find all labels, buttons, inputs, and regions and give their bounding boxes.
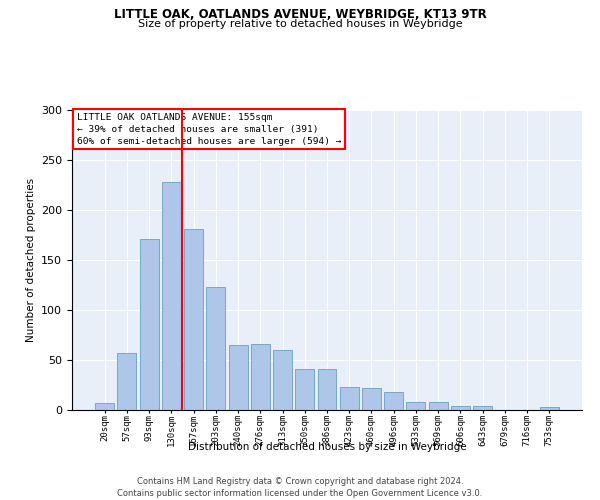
Bar	[362, 388, 381, 410]
Bar	[406, 402, 425, 410]
Bar	[206, 287, 225, 410]
Text: Size of property relative to detached houses in Weybridge: Size of property relative to detached ho…	[137, 19, 463, 29]
Bar	[340, 387, 359, 410]
Bar	[118, 353, 136, 410]
Bar	[95, 403, 114, 410]
Bar	[229, 345, 248, 410]
Bar	[140, 239, 158, 410]
Bar	[384, 392, 403, 410]
Bar	[273, 350, 292, 410]
Text: LITTLE OAK OATLANDS AVENUE: 155sqm
← 39% of detached houses are smaller (391)
60: LITTLE OAK OATLANDS AVENUE: 155sqm ← 39%…	[77, 113, 341, 146]
Text: Distribution of detached houses by size in Weybridge: Distribution of detached houses by size …	[188, 442, 466, 452]
Bar	[184, 229, 203, 410]
Text: Contains HM Land Registry data © Crown copyright and database right 2024.: Contains HM Land Registry data © Crown c…	[137, 478, 463, 486]
Bar	[540, 407, 559, 410]
Bar	[251, 344, 270, 410]
Bar	[451, 406, 470, 410]
Bar	[162, 182, 181, 410]
Bar	[295, 369, 314, 410]
Y-axis label: Number of detached properties: Number of detached properties	[26, 178, 35, 342]
Bar	[317, 369, 337, 410]
Bar	[473, 406, 492, 410]
Bar	[429, 402, 448, 410]
Text: LITTLE OAK, OATLANDS AVENUE, WEYBRIDGE, KT13 9TR: LITTLE OAK, OATLANDS AVENUE, WEYBRIDGE, …	[113, 8, 487, 20]
Text: Contains public sector information licensed under the Open Government Licence v3: Contains public sector information licen…	[118, 489, 482, 498]
